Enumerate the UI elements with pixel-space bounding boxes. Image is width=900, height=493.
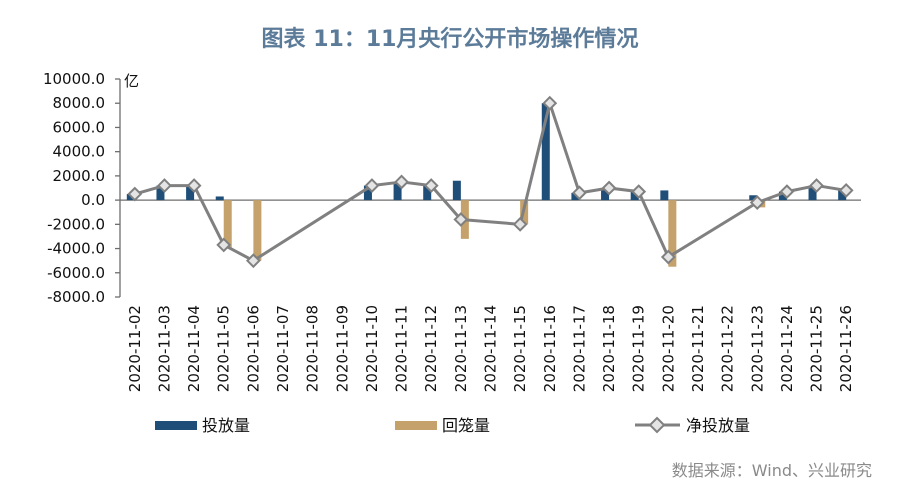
x-tick-label: 2020-11-14: [482, 305, 500, 392]
y-tick-label: 0.0: [81, 191, 105, 209]
injection-bar: [541, 103, 550, 201]
x-tick-label: 2020-11-21: [689, 305, 707, 392]
legend-marker-net: [648, 416, 666, 434]
net-line: [134, 101, 847, 263]
legend-label-net: 净投放量: [686, 416, 750, 435]
x-tick-label: 2020-11-05: [215, 305, 233, 392]
net-point: [512, 216, 528, 232]
net-point: [453, 212, 469, 227]
net-point: [394, 174, 409, 190]
injection-bar: [452, 180, 461, 201]
source-note: 数据来源：Wind、兴业研究: [672, 461, 872, 480]
legend-label-injection: 投放量: [202, 416, 250, 435]
injection-bar: [838, 190, 847, 201]
y-axis-unit: 亿: [124, 72, 139, 90]
x-tick-label: 2020-11-25: [808, 305, 826, 392]
legend-item-withdrawal: 回笼量: [395, 416, 490, 435]
y-tick-label: -8000.0: [47, 288, 105, 306]
injection-bar: [630, 191, 639, 201]
net-point: [660, 249, 676, 265]
y-tick-label: 6000.0: [53, 118, 106, 136]
injection-bar: [601, 188, 610, 201]
injection-bar: [749, 195, 758, 201]
injection-bar: [660, 190, 669, 201]
net-point: [364, 178, 380, 193]
y-tick-label: -6000.0: [47, 264, 105, 282]
net-point: [186, 178, 202, 193]
chart-title: 图表 11：11月央行公开市场操作情况: [262, 26, 639, 52]
injection-bar: [778, 191, 787, 201]
y-tick-label: 10000.0: [43, 70, 105, 88]
y-tick-label: 2000.0: [53, 167, 106, 185]
net-point: [631, 184, 647, 200]
net-point: [216, 237, 232, 253]
net-point: [601, 180, 617, 196]
y-tick-label: -4000.0: [47, 240, 105, 258]
injection-bar: [186, 185, 195, 201]
x-tick-label: 2020-11-24: [778, 305, 796, 392]
x-tick-label: 2020-11-15: [511, 305, 529, 392]
legend-swatch-withdrawal: [395, 421, 437, 430]
x-tick-label: 2020-11-26: [837, 305, 855, 392]
injection-bar: [423, 185, 432, 201]
net-point: [542, 95, 558, 111]
axes: 10000.0 8000.0 6000.0 4000.0 2000.0 0.0 -2000.…: [43, 70, 861, 306]
net-point: [749, 195, 765, 210]
x-tick-label: 2020-11-04: [185, 305, 203, 392]
y-tick-label: 4000.0: [53, 143, 106, 161]
legend: 投放量 回笼量 净投放量: [155, 416, 750, 435]
x-tick-label: 2020-11-23: [748, 305, 766, 392]
x-tick-label: 2020-11-11: [393, 305, 411, 392]
y-tick-label: -2000.0: [47, 215, 105, 233]
legend-item-net: 净投放量: [635, 416, 750, 435]
withdrawal-bar: [253, 200, 262, 261]
net-point: [127, 186, 143, 202]
legend-swatch-injection: [155, 421, 197, 430]
x-tick-label: 2020-11-12: [422, 305, 440, 392]
x-tick-label: 2020-11-03: [155, 305, 173, 392]
net-point: [572, 185, 587, 201]
legend-item-injection: 投放量: [155, 416, 250, 435]
injection-bar: [215, 196, 224, 201]
x-tick-label: 2020-11-09: [333, 305, 351, 392]
injection-bar: [393, 181, 402, 201]
net-series: [127, 95, 854, 269]
x-tick-label: 2020-11-08: [304, 305, 322, 392]
injection-bar: [571, 192, 580, 201]
y-tick-label: 8000.0: [53, 94, 106, 112]
x-tick-label: 2020-11-20: [659, 305, 677, 392]
injection-bar: [363, 185, 372, 201]
x-tick-label: 2020-11-18: [600, 305, 618, 392]
withdrawal-bar: [223, 200, 232, 249]
x-tick-label: 2020-11-13: [452, 305, 470, 392]
net-point: [423, 178, 439, 193]
net-point: [838, 183, 854, 198]
net-point: [809, 178, 824, 193]
net-point: [245, 253, 261, 269]
net-point: [157, 178, 172, 193]
injection-bar: [808, 185, 817, 201]
x-tick-label: 2020-11-06: [244, 305, 262, 392]
injection-bar: [156, 185, 165, 201]
net-point: [779, 184, 795, 200]
x-tick-label: 2020-11-19: [630, 305, 648, 392]
bars: [126, 103, 847, 267]
x-tick-labels: 2020-11-02 2020-11-03 2020-11-04 2020-11-05…: [126, 305, 855, 392]
x-tick-label: 2020-11-17: [570, 305, 588, 392]
x-tick-label: 2020-11-16: [541, 305, 559, 392]
x-tick-label: 2020-11-02: [126, 305, 144, 392]
legend-label-withdrawal: 回笼量: [442, 416, 490, 435]
x-tick-label: 2020-11-07: [274, 305, 292, 392]
x-tick-label: 2020-11-10: [363, 305, 381, 392]
x-tick-label: 2020-11-22: [719, 305, 737, 392]
withdrawal-bar: [668, 200, 677, 267]
